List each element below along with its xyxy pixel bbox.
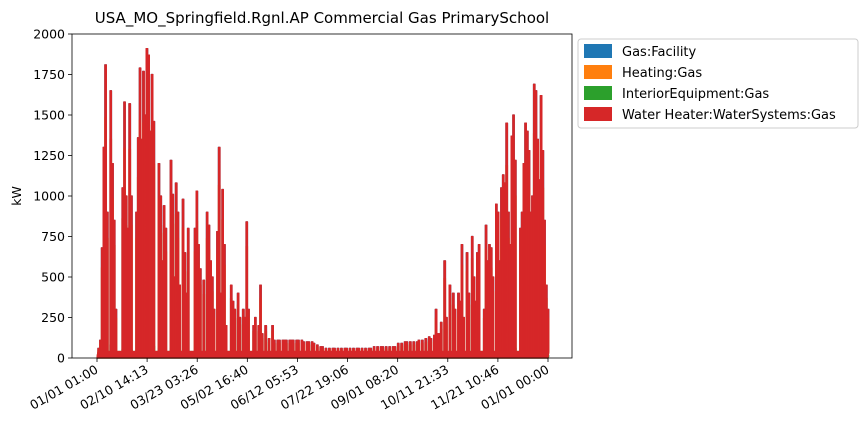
y-tick-label: 1500 xyxy=(33,108,65,123)
legend-entry-label: Heating:Gas xyxy=(622,66,702,81)
y-tick-label: 2000 xyxy=(33,27,65,42)
legend-swatch xyxy=(584,107,612,121)
y-tick-label: 500 xyxy=(41,270,65,285)
legend-swatch xyxy=(584,86,612,100)
legend-entry-label: Water Heater:WaterSystems:Gas xyxy=(622,108,836,123)
y-axis-label: kW xyxy=(9,186,24,206)
legend: Gas:Facility Heating:Gas InteriorEquipment… xyxy=(577,38,859,129)
legend-swatch xyxy=(584,65,612,79)
series-layer xyxy=(96,48,550,359)
y-tick-label: 0 xyxy=(57,351,65,366)
chart-title: USA_MO_Springfield.Rgnl.AP Commercial Ga… xyxy=(95,9,549,28)
y-tick-label: 1000 xyxy=(33,189,65,204)
y-axis: 0 250 500 750 1000 1250 1500 1750 2000 xyxy=(33,27,72,366)
y-tick-label: 250 xyxy=(41,310,65,325)
y-tick-label: 750 xyxy=(41,229,65,244)
legend-entry-label: InteriorEquipment:Gas xyxy=(622,87,769,102)
y-tick-label: 1250 xyxy=(33,148,65,163)
y-tick-label: 1750 xyxy=(33,67,65,82)
series-water-heater-watersystems-gas xyxy=(96,48,550,359)
legend-swatch xyxy=(584,44,612,58)
plot-area xyxy=(71,33,573,359)
legend-box xyxy=(577,38,859,129)
legend-entry-label: Gas:Facility xyxy=(622,45,697,60)
